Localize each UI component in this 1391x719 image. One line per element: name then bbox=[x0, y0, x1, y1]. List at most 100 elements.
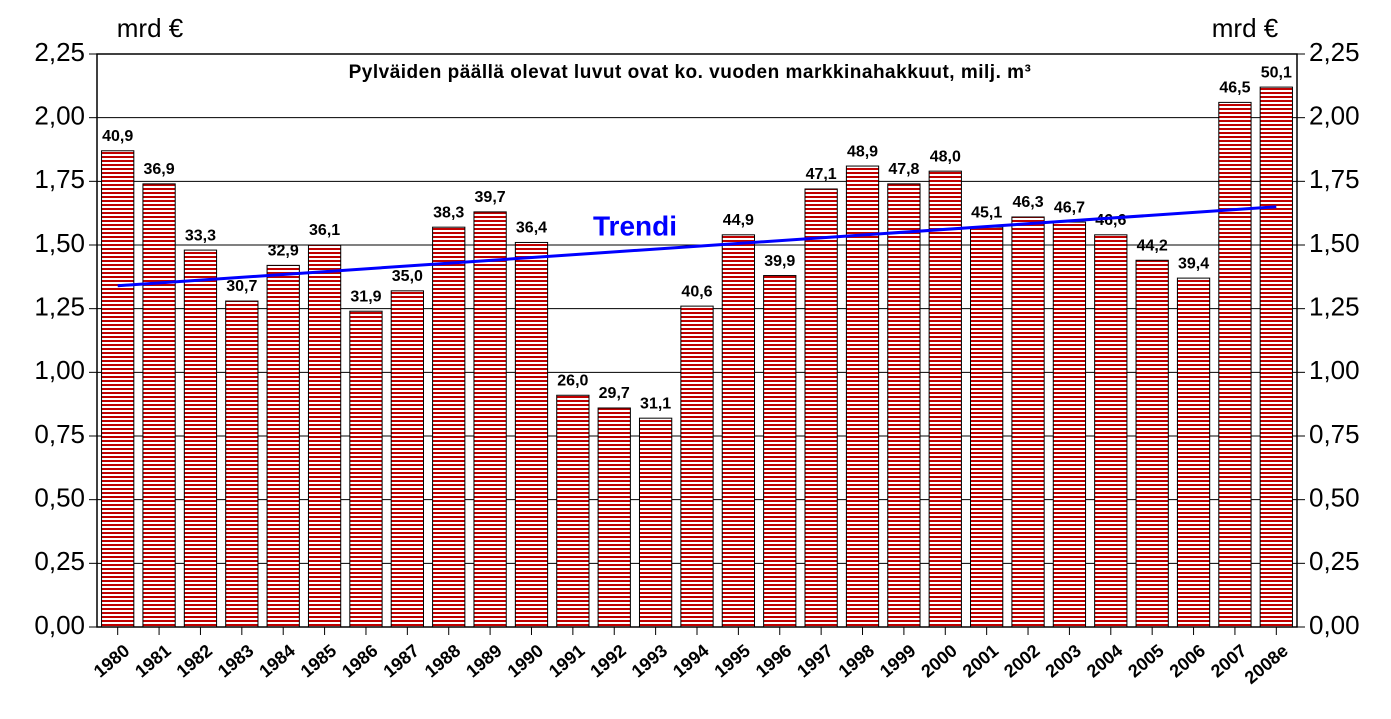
bar-value-label: 47,1 bbox=[806, 166, 837, 183]
x-tick-label: 1989 bbox=[462, 640, 506, 681]
x-tick-label: 1988 bbox=[421, 640, 465, 681]
bar-value-label: 33,3 bbox=[185, 227, 216, 244]
y-tick-label: 0,00 bbox=[34, 610, 85, 640]
y2-tick-label: 0,25 bbox=[1309, 546, 1360, 576]
bar-value-label: 31,1 bbox=[640, 395, 671, 412]
x-tick-label: 2004 bbox=[1083, 640, 1127, 681]
x-tick-label: 1998 bbox=[835, 640, 879, 681]
y-tick-label: 2,25 bbox=[34, 37, 85, 67]
bar bbox=[225, 300, 259, 628]
bar bbox=[1094, 234, 1128, 628]
bar-value-label: 36,4 bbox=[516, 220, 547, 237]
x-tick-label: 1990 bbox=[504, 640, 548, 681]
bar bbox=[266, 264, 300, 628]
y-tick-label: 2,00 bbox=[34, 101, 85, 131]
bar bbox=[1052, 221, 1087, 628]
x-tick-label: 1981 bbox=[131, 640, 175, 681]
bar-value-label: 26,0 bbox=[557, 372, 588, 389]
x-tick-label: 1996 bbox=[752, 640, 796, 681]
bar-value-label: 50,1 bbox=[1261, 64, 1292, 81]
bar-value-label: 47,8 bbox=[888, 161, 919, 178]
bar bbox=[1135, 259, 1169, 628]
y2-tick-label: 1,50 bbox=[1309, 228, 1360, 258]
bar bbox=[183, 249, 218, 628]
y2-tick-label: 1,25 bbox=[1309, 292, 1360, 322]
bar-value-label: 30,7 bbox=[226, 278, 257, 295]
bar bbox=[638, 417, 673, 628]
x-tick-label: 1985 bbox=[297, 640, 341, 681]
bar bbox=[142, 183, 176, 628]
y2-tick-label: 1,00 bbox=[1309, 355, 1360, 385]
bar bbox=[307, 244, 342, 628]
x-tick-label: 1997 bbox=[793, 640, 837, 681]
y2-tick-label: 0,50 bbox=[1309, 483, 1360, 513]
y2-tick-label: 2,25 bbox=[1309, 37, 1360, 67]
bar bbox=[680, 305, 714, 628]
bar-value-label: 48,0 bbox=[930, 148, 961, 165]
x-tick-label: 1994 bbox=[669, 640, 713, 681]
bar-value-label: 35,0 bbox=[392, 268, 423, 285]
bar-value-label: 48,9 bbox=[847, 143, 878, 160]
y2-tick-label: 2,00 bbox=[1309, 101, 1360, 131]
x-tick-label: 1995 bbox=[710, 640, 754, 681]
bar bbox=[1218, 101, 1252, 628]
bar-value-label: 32,9 bbox=[268, 243, 299, 260]
y-tick-label: 1,50 bbox=[34, 228, 85, 258]
bar bbox=[1259, 86, 1293, 628]
x-tick-label: 1982 bbox=[173, 640, 217, 681]
bar bbox=[845, 165, 880, 628]
bar bbox=[1176, 277, 1211, 628]
bar-value-label: 36,1 bbox=[309, 222, 340, 239]
x-tick-label: 2005 bbox=[1124, 640, 1168, 681]
bar-value-label: 40,9 bbox=[102, 128, 133, 145]
x-tick-label: 1986 bbox=[338, 640, 382, 681]
x-tick-label: 2006 bbox=[1166, 640, 1210, 681]
y-tick-label: 0,50 bbox=[34, 483, 85, 513]
bar bbox=[556, 394, 590, 628]
bar-value-label: 45,1 bbox=[971, 204, 1002, 221]
y-tick-label: 1,75 bbox=[34, 164, 85, 194]
x-tick-label: 2000 bbox=[917, 640, 961, 681]
x-tick-label: 1980 bbox=[90, 640, 134, 681]
y-tick-label: 1,00 bbox=[34, 355, 85, 385]
x-tick-label: 1993 bbox=[628, 640, 672, 681]
y2-tick-label: 1,75 bbox=[1309, 164, 1360, 194]
bar-value-label: 44,2 bbox=[1137, 237, 1168, 254]
y-tick-label: 1,25 bbox=[34, 292, 85, 322]
bar-value-label: 38,3 bbox=[433, 204, 464, 221]
x-tick-label: 2008e bbox=[1241, 640, 1292, 688]
y-tick-label: 0,25 bbox=[34, 546, 85, 576]
bar bbox=[804, 188, 838, 628]
x-tick-label: 1987 bbox=[379, 640, 423, 681]
y-axis-label: mrd € bbox=[117, 13, 184, 43]
x-tick-label: 2002 bbox=[1000, 640, 1044, 681]
bar-value-label: 31,9 bbox=[350, 288, 381, 305]
bar bbox=[763, 275, 797, 628]
x-tick-label: 2003 bbox=[1042, 640, 1086, 681]
bar bbox=[928, 170, 962, 628]
trend-label: Trendi bbox=[593, 210, 677, 241]
bar bbox=[970, 226, 1004, 628]
x-tick-label: 1984 bbox=[255, 640, 299, 681]
y2-axis-label: mrd € bbox=[1212, 13, 1279, 43]
x-tick-label: 1999 bbox=[876, 640, 920, 681]
bar bbox=[514, 241, 549, 628]
bar bbox=[1011, 216, 1045, 628]
y-tick-label: 0,75 bbox=[34, 419, 85, 449]
bar-value-label: 39,7 bbox=[475, 189, 506, 206]
x-tick-label: 2001 bbox=[959, 640, 1003, 681]
bar bbox=[432, 226, 466, 628]
y2-tick-label: 0,00 bbox=[1309, 610, 1360, 640]
bar-value-label: 40,6 bbox=[681, 283, 712, 300]
bar bbox=[101, 150, 135, 628]
trend-line bbox=[117, 205, 1277, 288]
bar-value-label: 46,3 bbox=[1012, 194, 1043, 211]
bar-value-label: 39,9 bbox=[764, 253, 795, 270]
x-tick-label: 1983 bbox=[214, 640, 258, 681]
bar-value-label: 44,9 bbox=[723, 212, 754, 229]
bar bbox=[390, 290, 424, 628]
x-tick-label: 1992 bbox=[586, 640, 630, 681]
y2-tick-label: 0,75 bbox=[1309, 419, 1360, 449]
bar bbox=[349, 310, 383, 628]
